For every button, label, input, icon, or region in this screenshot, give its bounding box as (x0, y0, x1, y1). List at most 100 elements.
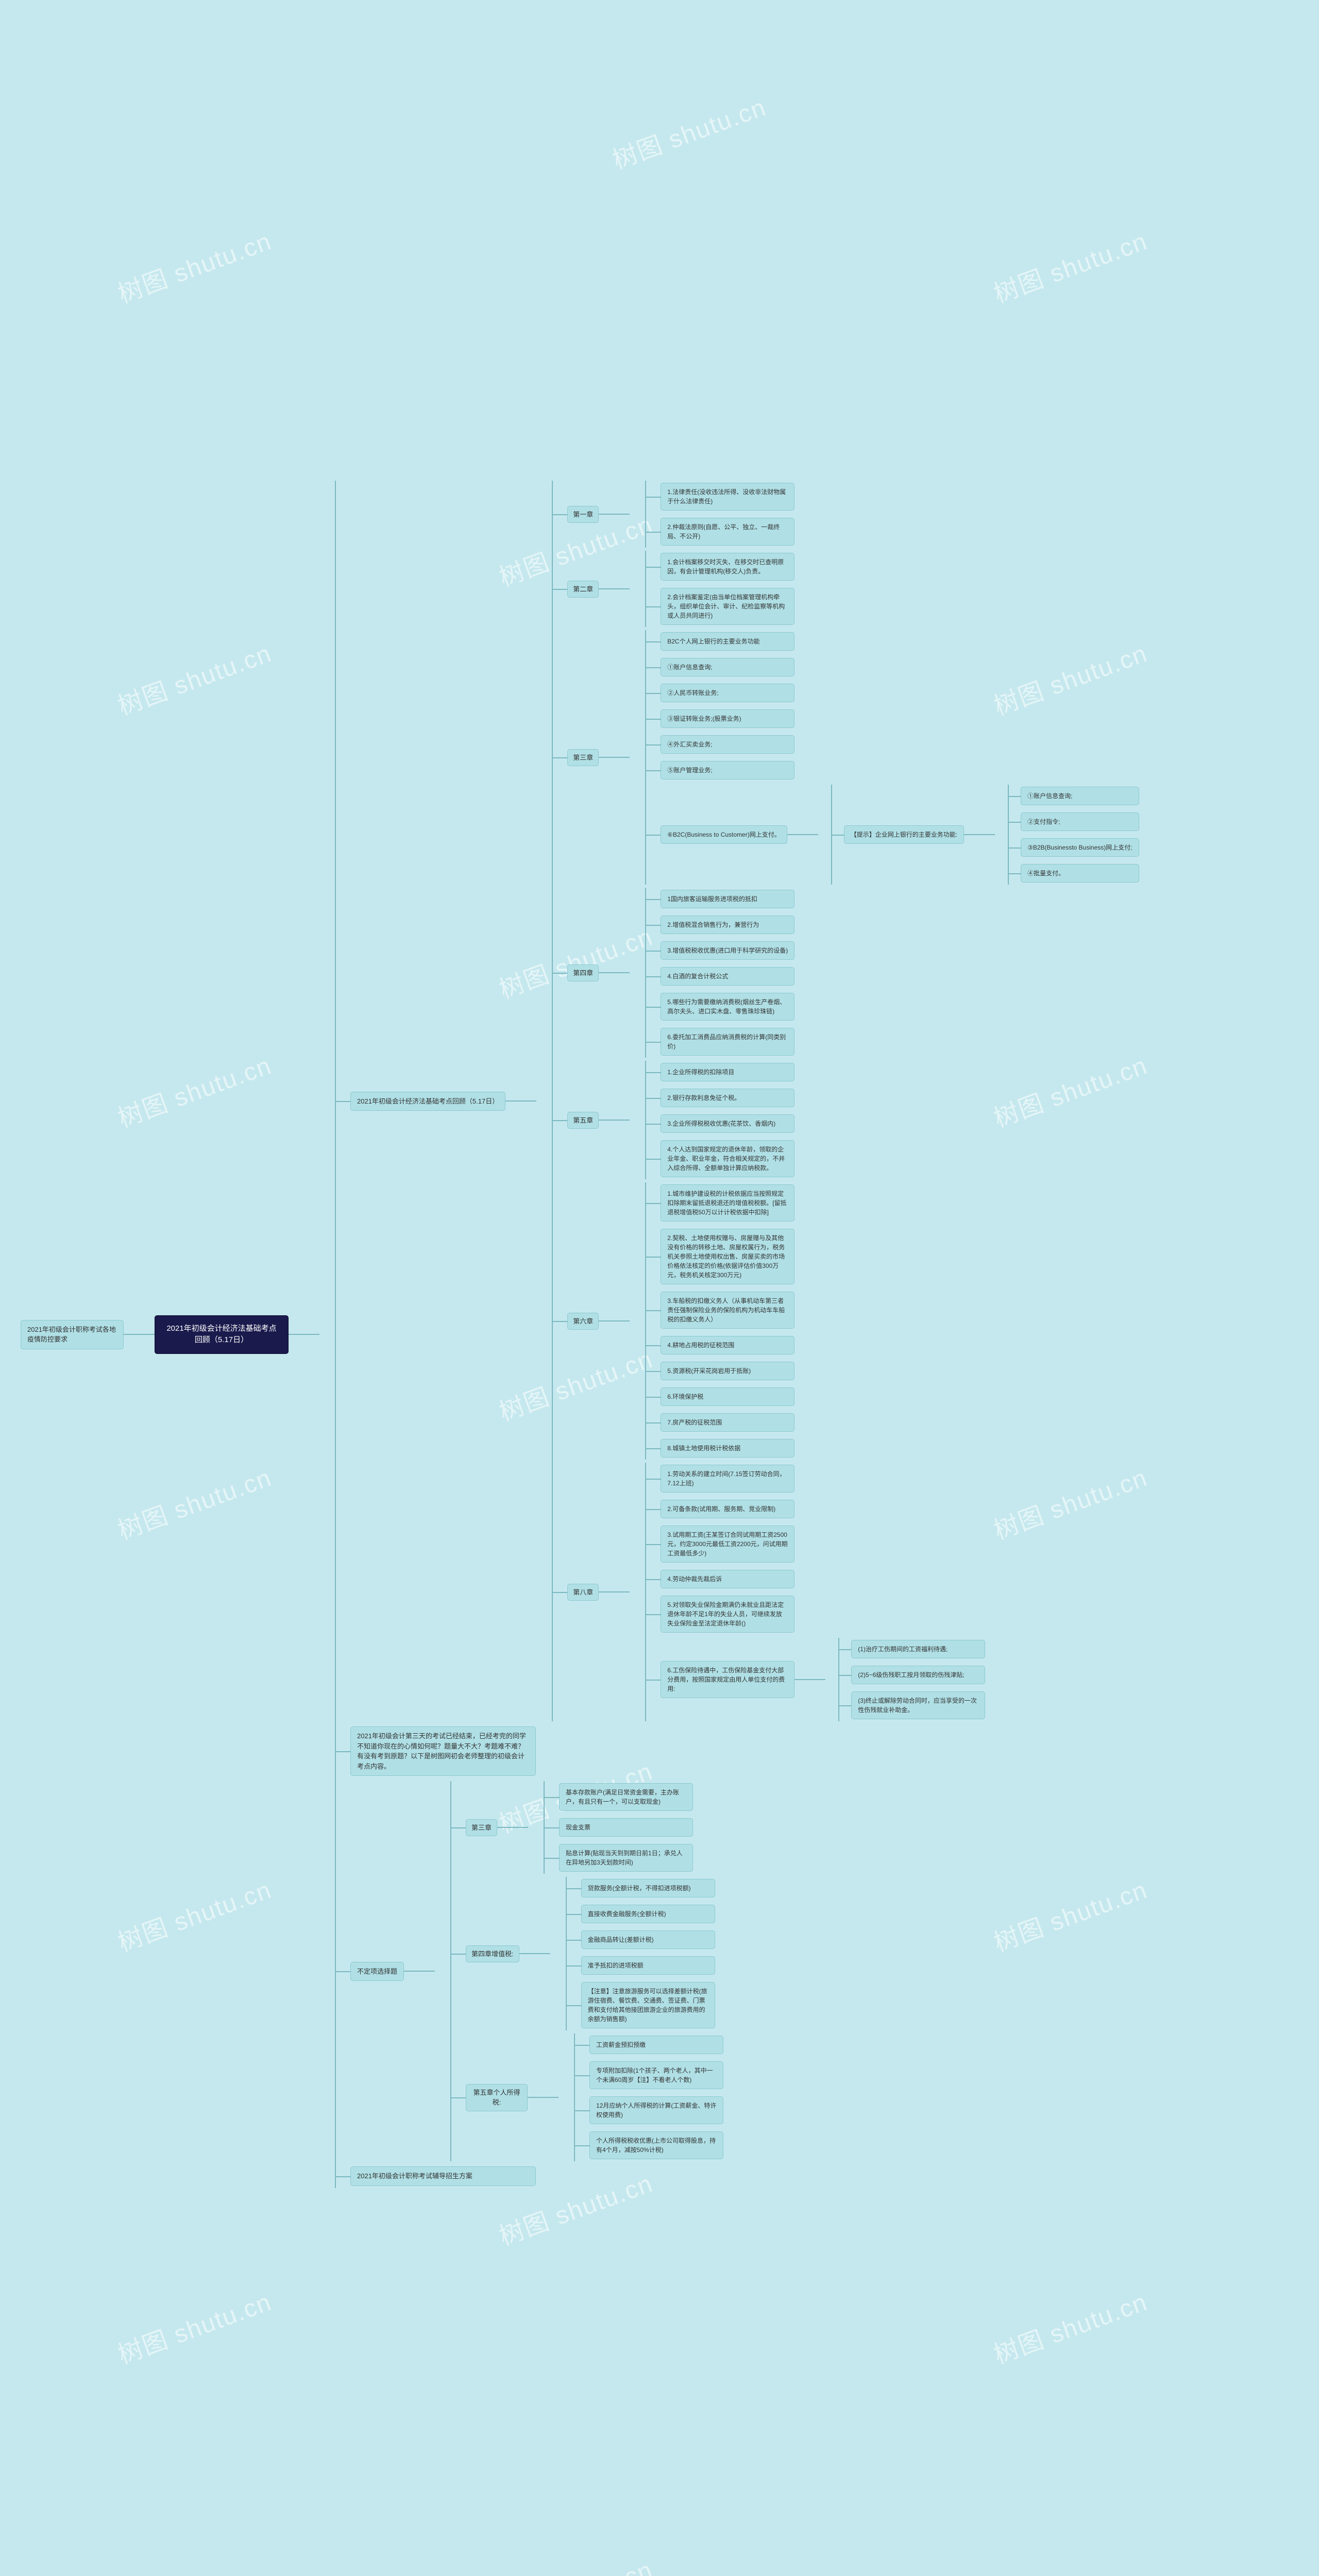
tree-branch: 2021年初级会计经济法基础考点回顾（5.17日）第一章1.法律责任(没收违法所… (350, 481, 1139, 1721)
item-node: 5.哪些行为需要缴纳消费税(烟丝生产卷烟、高尔夫头、进口实木盘、零售珠珍珠链) (661, 993, 794, 1021)
sub-item-node: (2)5~6级伤残职工按月领取的伤残津贴; (851, 1666, 985, 1684)
item-node: 4.劳动仲裁先裁后诉 (661, 1570, 794, 1588)
item-node: 2.可备条款(试用期、服务期、竞业限制) (661, 1500, 794, 1518)
connector (289, 1334, 319, 1335)
sub-item-node: (1)治疗工伤期间的工资福利待遇; (851, 1640, 985, 1658)
connector (599, 1591, 630, 1592)
tree-branch: 第五章个人所得税:工资薪金预扣预缴专项附加扣除(1个孩子、两个老人，其中一个未满… (466, 2033, 723, 2161)
connector (787, 834, 818, 835)
chapter-items: 1.企业所得税的扣除项目 2.银行存款利息免征个税。 3.企业所得税税收优惠(花茶饮… (630, 1061, 794, 1179)
item-node: 贴息计算(贴现当天到到期日前1日；承兑人在异地另加3天划款时间) (559, 1844, 693, 1872)
item-node: 2.银行存款利息免征个税。 (661, 1089, 794, 1107)
item-node: 3.试用期工资(王某签订合同试用期工资2500元，约定3000元最低工资2200… (661, 1526, 794, 1563)
item-node: 6.委托加工消费品应纳消费税的计算(同类别价) (661, 1028, 794, 1056)
item-node: ⑤账户管理业务; (661, 761, 794, 779)
tree-branch: 第一章 1.法律责任(没收违法所得、没收非法财物属于什么法律责任)2.仲裁法原则(… (567, 481, 1139, 548)
item-node: 现金支票 (559, 1818, 693, 1837)
connector (599, 972, 630, 973)
item-node: 个人所得税税收优惠(上市公司取得股息，持有4个月，减按50%计税) (589, 2131, 723, 2159)
item-node: ①账户信息查询; (661, 658, 794, 676)
chapter-node: 第四章增值税: (466, 1945, 519, 1963)
item-node: 4.耕地占用税的征税范围 (661, 1336, 794, 1354)
item-node: ④外汇买卖业务; (661, 735, 794, 754)
connector (124, 1334, 155, 1335)
sub-item-node: ④批量支付。 (1021, 864, 1139, 883)
item-node: 4.个人达到国家规定的退休年龄，领取的企业年金、职业年金，符合相关规定的，不并入… (661, 1140, 794, 1177)
item-node: 金融商品转让(差额计税) (581, 1930, 715, 1949)
connector (505, 1100, 536, 1101)
chapter-items: B2C个人网上银行的主要业务功能①账户信息查询;②人民币转账业务;③银证转账业务… (630, 630, 1139, 885)
chapter-items: 1.劳动关系的建立时间(7.15签订劳动合同，7.12上班)2.可备条款(试用期… (630, 1463, 985, 1721)
item-node: 8.城镇土地使用税计税依据 (661, 1439, 794, 1458)
item-node: 3.车船税的扣缴义务人（从事机动车第三者责任强制保险业务的保险机构为机动车车船税… (661, 1292, 794, 1329)
item-node: 6.环境保护税 (661, 1387, 794, 1406)
item-node: 基本存款账户(满足日常资金需要，主办账户，有且只有一个，可以支取现金) (559, 1783, 693, 1811)
chapter-items: 1.会计档案移交时灭失、在移交时已查明原因，有会计管理机构(移交人)负责。 2.会… (630, 551, 794, 627)
connector (599, 514, 630, 515)
item-node: ③银证转账业务;(股票业务) (661, 709, 794, 728)
item-node: 1.城市维护建设税的计税依据应当按照规定扣除期末留抵退税退还的增值税税额。[留抵… (661, 1184, 794, 1222)
chapter-node: 第三章 (466, 1819, 497, 1837)
connector (528, 2097, 559, 2098)
item-node: 1.企业所得税的扣除项目 (661, 1063, 794, 1081)
item-node: 3.增值税税收优惠(进口用于科学研究的设备) (661, 941, 794, 960)
chapter-items: 1.城市维护建设税的计税依据应当按照规定扣除期末留抵退税退还的增值税税额。[留抵… (630, 1182, 794, 1460)
tree-branch: 6.工伤保险待遇中，工伤保险基金支付大部分费用，按照国家规定由用人单位支付的费用… (661, 1638, 985, 1721)
tree-branch: 第三章 基本存款账户(满足日常资金需要，主办账户，有且只有一个，可以支取现金) 现金… (466, 1781, 723, 1874)
item-node: 【注意】注意旅游服务可以选择差额计税(旅游住宿费、餐饮费、交通费、签证费、门票费… (581, 1982, 715, 2028)
item-node: 4.白酒的复合计税公式 (661, 967, 794, 986)
item-node: 5.对领取失业保险金期满仍未就业且距法定退休年龄不足1年的失业人员，可继续发放失… (661, 1596, 794, 1633)
item-node: 专项附加扣除(1个孩子、两个老人，其中一个未满60周岁【注】不看老人个数) (589, 2061, 723, 2089)
tree-branch: 第八章1.劳动关系的建立时间(7.15签订劳动合同，7.12上班)2.可备条款(… (567, 1463, 1139, 1721)
root-node: 2021年初级会计经济法基础考点回顾（5.17日） (155, 1315, 289, 1354)
chapter-node: 第五章 (567, 1112, 599, 1129)
note-wrap: 【提示】企业网上银行的主要业务功能: ①账户信息查询; ②支付指令; ③B2B(Bus… (818, 785, 1139, 885)
sub-item-node: ③B2B(Businessto Business)网上支付; (1021, 838, 1139, 857)
chapters-group: 第一章 1.法律责任(没收违法所得、没收非法财物属于什么法律责任)2.仲裁法原则(… (536, 481, 1139, 1721)
chapter-items: 基本存款账户(满足日常资金需要，主办账户，有且只有一个，可以支取现金) 现金支票贴… (528, 1781, 693, 1874)
chapter-node: 第六章 (567, 1313, 599, 1330)
item-node: 贷款服务(全额计税，不得扣进项税额) (581, 1879, 715, 1897)
connector (964, 834, 995, 835)
left-sibling-node: 2021年初级会计职称考试各地疫情防控要求 (21, 1320, 124, 1349)
item-node: ⑥B2C(Business to Customer)网上支付。 (661, 825, 787, 844)
sub-item-node: ②支付指令; (1021, 812, 1139, 831)
connector (599, 588, 630, 589)
chapter-node: 第五章个人所得税: (466, 2084, 528, 2111)
chapter-node: 第四章 (567, 964, 599, 982)
item-node: 直接收费金融服务(全额计税) (581, 1905, 715, 1923)
sub-items: ①账户信息查询; ②支付指令; ③B2B(Businessto Business)网… (995, 785, 1139, 885)
item-node: 5.资源税(开采花岗岩用于抵账) (661, 1362, 794, 1380)
main-children: 2021年初级会计经济法基础考点回顾（5.17日）第一章1.法律责任(没收违法所… (319, 481, 1139, 2188)
connector (599, 757, 630, 758)
tree-branch: 第五章 1.企业所得税的扣除项目 2.银行存款利息免征个税。 3.企业所得税税收优惠(… (567, 1061, 1139, 1179)
tree-branch: 第二章 1.会计档案移交时灭失、在移交时已查明原因，有会计管理机构(移交人)负责。… (567, 551, 1139, 627)
chapter-node: 第一章 (567, 506, 599, 523)
tree-branch: 不定项选择题第三章基本存款账户(满足日常资金需要，主办账户，有且只有一个，可以支… (350, 1781, 1139, 2161)
item-node: 1.会计档案移交时灭失、在移交时已查明原因，有会计管理机构(移交人)负责。 (661, 553, 794, 581)
tree-branch: 第四章 1国内旅客运输服务进项税的抵扣2.增值税混合销售行为，兼营行为3.增值税税… (567, 888, 1139, 1058)
item-node: 1国内旅客运输服务进项税的抵扣 (661, 890, 794, 908)
chapter-items: 贷款服务(全额计税，不得扣进项税额) 直接收费金融服务(全额计税) 金融商品转让(差… (550, 1877, 715, 2030)
level2-node: 2021年初级会计职称考试辅导招生方案 (350, 2166, 536, 2186)
chapters-group: 第三章 基本存款账户(满足日常资金需要，主办账户，有且只有一个，可以支取现金) 现金… (435, 1781, 723, 2161)
item-node: 7.房产税的征税范围 (661, 1413, 794, 1432)
tree-branch: 第六章 1.城市维护建设税的计税依据应当按照规定扣除期末留抵退税退还的增值税税额。… (567, 1182, 1139, 1460)
mindmap-tree: 2021年初级会计职称考试各地疫情防控要求 2021年初级会计经济法基础考点回顾… (21, 21, 1298, 2576)
note-node: 【提示】企业网上银行的主要业务功能: (844, 825, 964, 844)
item-node: 准予抵扣的进项税额 (581, 1956, 715, 1975)
sub-item-node: (3)终止或解除劳动合同时，应当享受的一次性伤残就业补助金。 (851, 1691, 985, 1719)
item-node: 2.会计档案鉴定(由当单位档案管理机构牵头，组织单位会计、审计、纪检监察等机构或… (661, 588, 794, 625)
item-node: 1.法律责任(没收违法所得、没收非法财物属于什么法律责任) (661, 483, 794, 511)
connector (599, 1320, 630, 1321)
tree-branch: 第三章B2C个人网上银行的主要业务功能①账户信息查询;②人民币转账业务;③银证转… (567, 630, 1139, 885)
chapter-items: 1国内旅客运输服务进项税的抵扣2.增值税混合销售行为，兼营行为3.增值税税收优惠… (630, 888, 794, 1058)
chapter-node: 第二章 (567, 581, 599, 598)
tree-branch: ⑥B2C(Business to Customer)网上支付。 【提示】企业网上银… (661, 785, 1139, 885)
sub-item-node: ①账户信息查询; (1021, 787, 1139, 805)
chapter-items: 1.法律责任(没收违法所得、没收非法财物属于什么法律责任)2.仲裁法原则(自愿、… (630, 481, 794, 548)
tree-branch: 第四章增值税: 贷款服务(全额计税，不得扣进项税额) 直接收费金融服务(全额计税) 金… (466, 1877, 723, 2030)
item-node: 2.契税、土地使用权赠与、房屋赠与及其他没有价格的转移土地、房屋权属行为，税务机… (661, 1229, 794, 1284)
item-node: 12月应纳个人所得税的计算(工资薪金、特许权使用费) (589, 2096, 723, 2124)
item-node: 3.企业所得税税收优惠(花茶饮、香烟内) (661, 1114, 794, 1133)
